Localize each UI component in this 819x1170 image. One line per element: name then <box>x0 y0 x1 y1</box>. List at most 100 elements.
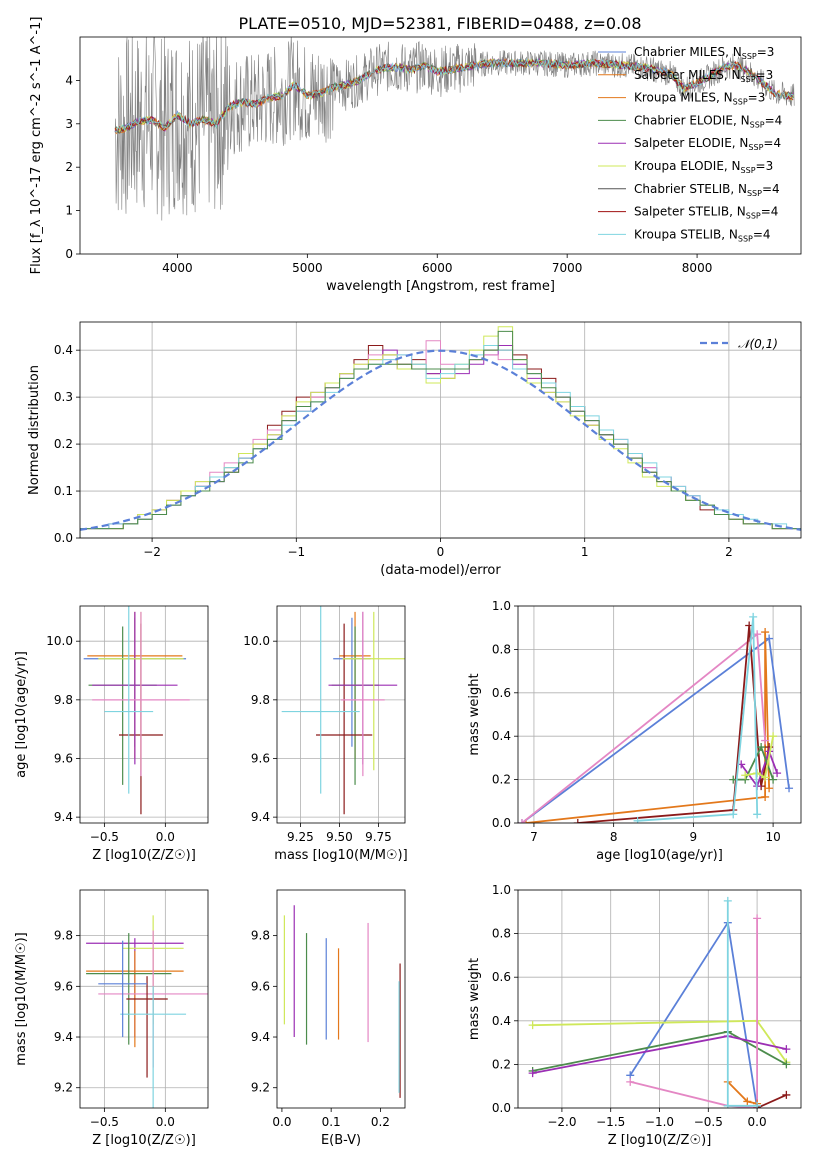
chart-panels: 4000 5000 6000 7000 8000 0 1 2 3 4 wavelength [Ang… <box>14 17 802 1148</box>
weight-vs-age-panel: 7 8 9 10 0.0 0.2 0.4 0.6 0.8 1.0 age [log10(age/yr… <box>467 599 802 863</box>
mass-vs-ebv-plot-area <box>283 905 401 1098</box>
weight-marker <box>761 773 770 782</box>
x-axis-label: Z [log10(Z/Z☉)] <box>92 848 196 863</box>
x-axis-label: age [log10(age/yr)] <box>596 848 723 863</box>
x-axis-label: Z [log10(Z/Z☉)] <box>92 1133 196 1148</box>
y-tick-label: 0.2 <box>54 437 73 451</box>
legend-entry: Chabrier STELIB, NSSP=4 <box>634 182 780 198</box>
y-tick-label: 10.0 <box>243 634 270 648</box>
x-tick-label: 0.1 <box>322 1115 341 1129</box>
weight-marker <box>769 775 778 784</box>
x-tick-label: 0.0 <box>272 1115 291 1129</box>
y-tick-label: 0 <box>65 247 73 261</box>
weight-marker <box>765 784 774 793</box>
x-tick-label: 4000 <box>162 261 193 275</box>
legend-entry: Salpeter MILES, NSSP=3 <box>634 68 773 84</box>
legend-count: =3 <box>756 159 774 173</box>
y-tick-label: 0.1 <box>54 484 73 498</box>
legend-subscript: SSP <box>742 52 757 61</box>
weight-line <box>521 632 766 823</box>
y-tick-label: 0.0 <box>492 816 511 830</box>
y-axis-label: mass weight <box>467 958 482 1040</box>
weight-line <box>637 616 759 822</box>
y-tick-label: 2 <box>65 160 73 174</box>
x-tick-label: −1.5 <box>596 1115 625 1129</box>
y-tick-label: 0.6 <box>492 686 511 700</box>
y-tick-label: 1 <box>65 204 73 218</box>
legend-subscript: SSP <box>733 98 748 107</box>
x-tick-label: −1.0 <box>645 1115 674 1129</box>
x-tick-label: 8000 <box>682 261 713 275</box>
legend-entry: 𝒩(0,1) <box>738 337 778 351</box>
weight-vs-Z-plot-area <box>528 896 791 1108</box>
weight-line <box>756 1094 787 1108</box>
weight-marker <box>761 628 770 637</box>
legend-entry: Salpeter ELODIE, NSSP=4 <box>634 136 781 152</box>
weight-marker <box>753 810 762 819</box>
weight-marker <box>757 743 766 752</box>
legend-count: =4 <box>762 182 780 196</box>
weight-marker <box>743 1097 752 1106</box>
legend-subscript: SSP <box>738 234 753 243</box>
y-tick-label: 9.4 <box>54 1030 73 1044</box>
x-tick-label: 6000 <box>422 261 453 275</box>
weight-marker <box>518 819 526 823</box>
legend-count: =3 <box>757 45 775 59</box>
legend-entry: Chabrier MILES, NSSP=3 <box>634 45 774 61</box>
y-axis-label: mass [log10(M/M☉)] <box>14 932 29 1065</box>
x-tick-label: −1 <box>287 545 305 559</box>
y-tick-label: 4 <box>65 73 73 87</box>
weight-marker <box>769 732 778 741</box>
weight-line <box>525 631 770 823</box>
weight-marker <box>729 810 738 819</box>
weight-line <box>629 918 758 1108</box>
x-axis-label: Z [log10(Z/Z☉)] <box>608 1133 712 1148</box>
y-tick-label: 1.0 <box>492 599 511 613</box>
weight-marker <box>782 1060 791 1069</box>
weight-marker <box>723 1101 732 1108</box>
y-tick-label: 0.4 <box>492 1014 511 1028</box>
weight-marker <box>785 784 794 793</box>
x-tick-label: 1 <box>581 545 589 559</box>
x-axis-label: wavelength [Angstrom, rest frame] <box>326 279 555 294</box>
weight-line <box>629 920 758 1108</box>
legend-subscript: SSP <box>748 143 763 152</box>
x-tick-label: 0.0 <box>156 1115 175 1129</box>
residuals-panel: −2 −1 0 1 2 0.0 0.1 0.2 0.3 0.4 (data-model)/error… <box>27 321 802 578</box>
y-tick-label: 9.6 <box>251 979 270 993</box>
weight-marker <box>753 914 762 923</box>
x-tick-label: 9 <box>690 830 698 844</box>
legend-entry: Chabrier ELODIE, NSSP=4 <box>634 113 782 129</box>
y-tick-label: 0.8 <box>492 642 511 656</box>
y-tick-label: 9.8 <box>251 693 270 707</box>
y-tick-label: 9.2 <box>54 1081 73 1095</box>
spectrum-plot-area <box>114 37 795 221</box>
y-tick-label: 9.2 <box>251 1081 270 1095</box>
figure-title: PLATE=0510, MJD=52381, FIBERID=0488, z=0… <box>238 14 641 33</box>
axes-frame <box>276 605 406 824</box>
legend-count: =4 <box>761 205 779 219</box>
legend-entry: Salpeter STELIB, NSSP=4 <box>634 205 778 221</box>
weight-marker <box>626 1077 635 1086</box>
weight-line <box>745 736 774 779</box>
y-tick-label: 9.8 <box>251 929 270 943</box>
y-tick-label: 0.6 <box>492 970 511 984</box>
y-axis-label: mass weight <box>467 673 482 755</box>
mass-vs-Z-panel: −0.5 0.0 9.2 9.4 9.6 9.8 Z [log10(Z/Z☉)] mass [… <box>14 889 209 1148</box>
model-line <box>114 58 794 133</box>
legend-subscript: SSP <box>750 120 765 129</box>
y-tick-label: 9.8 <box>54 929 73 943</box>
weight-marker <box>633 816 642 823</box>
x-tick-label: −2 <box>143 545 161 559</box>
y-tick-label: 9.8 <box>54 693 73 707</box>
y-tick-label: 0.4 <box>54 343 73 357</box>
y-tick-label: 0.4 <box>492 729 511 743</box>
x-tick-label: −0.5 <box>694 1115 723 1129</box>
legend-count: =4 <box>753 227 771 241</box>
weight-marker <box>773 769 782 778</box>
spectrum-legend: Chabrier MILES, NSSP=3 Salpeter MILES, NS… <box>598 45 782 243</box>
x-tick-label: −0.5 <box>90 1115 119 1129</box>
weight-vs-Z-panel: −2.0 −1.5 −1.0 −0.5 0.0 0.0 0.2 0.4 0.6 0.8 1.0 Z [… <box>467 883 802 1148</box>
x-tick-label: 0.2 <box>371 1115 390 1129</box>
